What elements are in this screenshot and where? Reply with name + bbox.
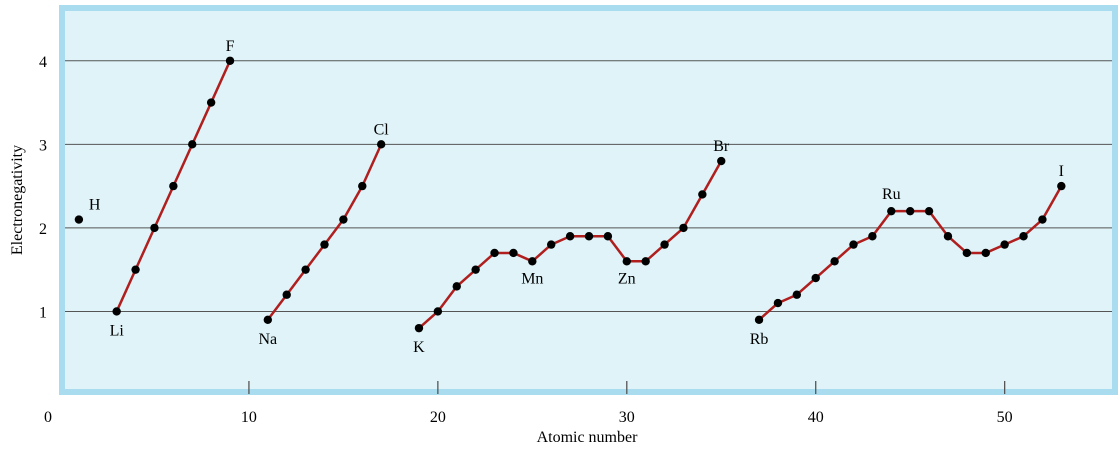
data-point (339, 215, 348, 224)
x-tick-label: 30 (619, 409, 635, 426)
data-point (471, 265, 480, 274)
data-point (717, 156, 726, 166)
plot-background (59, 5, 1118, 395)
y-tick-label: 1 (39, 304, 47, 321)
data-point (660, 240, 669, 249)
y-tick-label: 3 (39, 137, 47, 154)
data-point (1057, 181, 1066, 191)
x-tick-label: 40 (808, 409, 824, 426)
data-point (301, 265, 310, 274)
data-point (603, 232, 613, 241)
data-point (150, 223, 159, 233)
data-point (376, 140, 386, 149)
point-label: H (89, 197, 101, 214)
data-point (414, 323, 424, 333)
data-point (905, 206, 915, 216)
data-point (452, 282, 461, 291)
data-point (887, 206, 896, 216)
data-point (528, 257, 537, 266)
data-point (565, 232, 575, 241)
data-point (74, 215, 84, 224)
data-point (225, 56, 235, 65)
y-axis-label: Electronegativity (9, 145, 26, 255)
data-point (112, 307, 121, 316)
point-label: Ru (882, 186, 901, 203)
data-point (1019, 232, 1028, 241)
data-point (1000, 240, 1009, 249)
y-tick-label: 2 (39, 221, 47, 238)
data-point (584, 232, 594, 241)
data-point (849, 240, 858, 249)
point-label: F (226, 38, 235, 55)
data-point (698, 190, 707, 199)
data-point (924, 206, 934, 216)
data-point (943, 232, 953, 241)
data-point (792, 290, 802, 299)
data-point (811, 273, 820, 283)
data-point (868, 232, 877, 241)
data-point (679, 223, 688, 233)
data-point (830, 257, 839, 266)
x-tick-label: 10 (241, 409, 257, 426)
data-point (981, 248, 990, 258)
data-point (773, 298, 783, 308)
x-axis-label: Atomic number (537, 429, 639, 446)
data-point (206, 98, 216, 107)
point-label: Mn (521, 270, 543, 287)
data-point (547, 240, 556, 249)
point-label: Rb (750, 331, 769, 348)
data-point (188, 140, 197, 149)
data-point (263, 315, 273, 324)
data-point (490, 248, 499, 258)
data-point (622, 257, 631, 266)
point-label: Zn (618, 270, 636, 287)
data-point (754, 315, 764, 324)
data-point (358, 181, 367, 191)
data-point (169, 181, 178, 191)
data-point (433, 307, 443, 316)
point-label: I (1059, 163, 1064, 180)
data-point (1038, 215, 1047, 224)
x-tick-label: 50 (997, 409, 1013, 426)
point-label: Li (110, 322, 125, 339)
data-point (282, 290, 291, 299)
data-point (641, 257, 650, 266)
point-label: Na (258, 331, 277, 348)
point-label: Br (713, 138, 730, 155)
x-tick-label: 0 (44, 409, 52, 426)
data-point (131, 265, 140, 274)
x-tick-label: 20 (430, 409, 446, 426)
data-point (962, 248, 972, 258)
y-tick-label: 4 (39, 54, 47, 71)
point-label: Cl (374, 121, 390, 138)
data-point (509, 248, 518, 258)
data-point (320, 240, 329, 249)
point-label: K (413, 339, 425, 356)
